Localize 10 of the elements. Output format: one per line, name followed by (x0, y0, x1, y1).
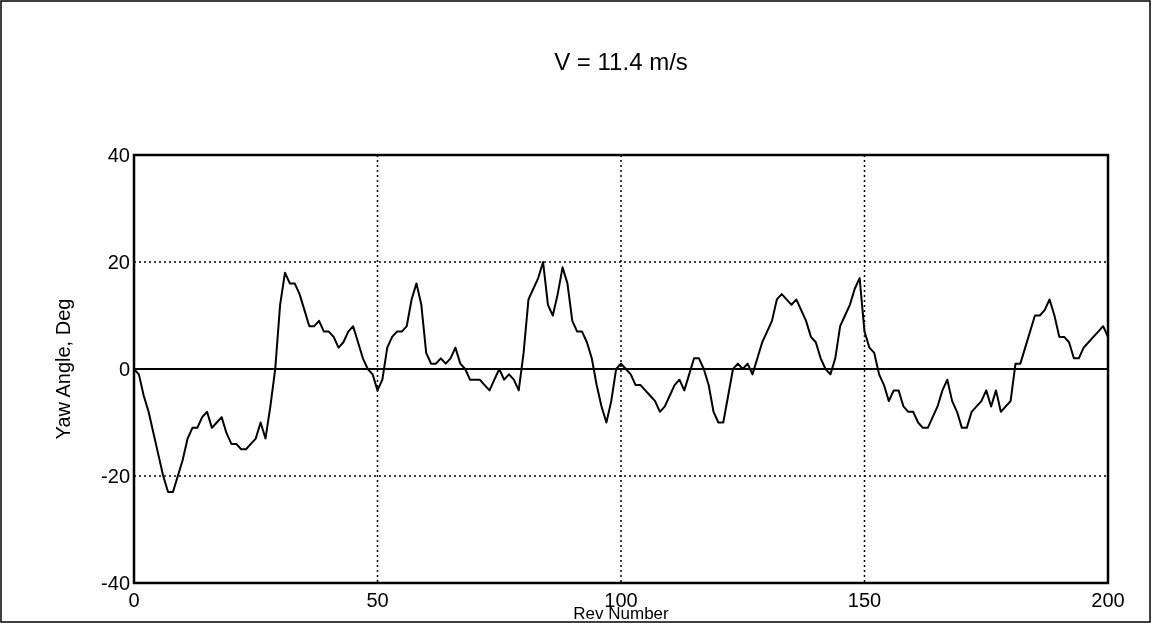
x-tick-label: 50 (366, 589, 389, 611)
x-tick-label: 200 (1091, 589, 1125, 611)
y-axis-title: Yaw Angle, Deg (52, 298, 74, 440)
y-tick-label: 40 (107, 144, 130, 166)
x-tick-label: 150 (847, 589, 882, 611)
chart-title: V = 11.4 m/s (554, 48, 688, 75)
y-tick-label: 0 (118, 358, 130, 380)
y-tick-label: 20 (107, 251, 130, 273)
y-tick-label: -40 (101, 572, 130, 594)
y-tick-label: -20 (101, 465, 130, 487)
